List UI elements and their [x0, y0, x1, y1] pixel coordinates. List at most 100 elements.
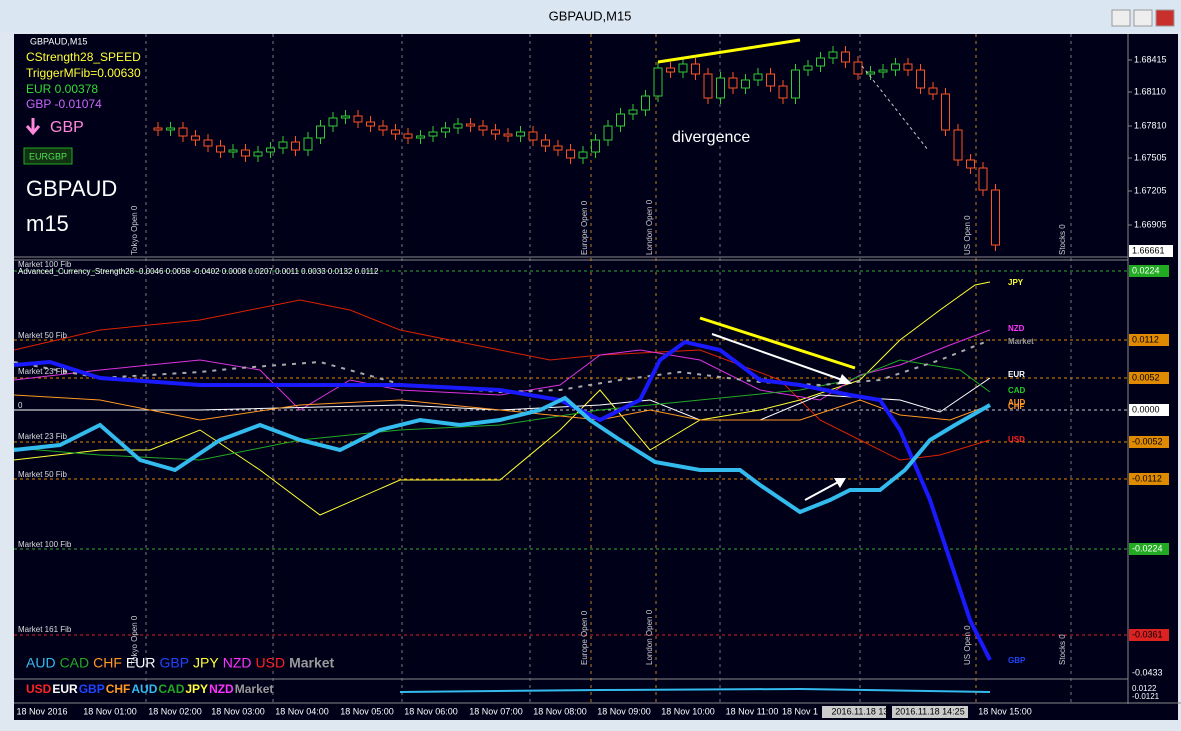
- candle-body: [166, 127, 175, 131]
- time-axis-bg: [14, 704, 1178, 720]
- candle-body: [153, 127, 163, 131]
- time-label: 18 Nov 11:00: [726, 706, 779, 716]
- candle-body: [316, 125, 325, 139]
- gbp-value: GBP -0.01074: [26, 97, 102, 111]
- candle-body: [228, 149, 238, 153]
- candle-body: [903, 63, 913, 71]
- fib-label: Market 161 Fib: [18, 625, 72, 634]
- axis-label: -0.0121: [1132, 692, 1160, 701]
- minimize-button[interactable]: [1111, 9, 1131, 27]
- usd-line: [13, 299, 991, 461]
- session-label: Stocks 0: [1058, 634, 1067, 665]
- time-label: 18 Nov 01:00: [83, 706, 137, 716]
- candle-body: [366, 121, 375, 127]
- candle-body: [353, 115, 363, 123]
- candle-body: [966, 159, 975, 169]
- candle-body: [216, 145, 225, 153]
- candle-body: [941, 93, 950, 131]
- candle-body: [691, 63, 700, 75]
- candle-body: [328, 117, 338, 127]
- close-button[interactable]: [1155, 9, 1175, 27]
- candle-body: [728, 77, 738, 89]
- time-label: 18 Nov 1: [782, 706, 818, 716]
- axis-label-box: [1129, 473, 1169, 485]
- fib-label: Market 50 Fib: [18, 470, 67, 479]
- candle-body: [741, 79, 750, 89]
- axis-label-box: [1129, 543, 1169, 555]
- legend-item: AUD: [131, 682, 157, 696]
- candle-body: [616, 113, 625, 127]
- legend-item: CAD: [60, 655, 90, 671]
- currency-label: Market: [1008, 337, 1034, 346]
- price-label: 1.67810: [1134, 120, 1167, 130]
- candle-body: [928, 87, 938, 95]
- price-label: 1.67205: [1134, 185, 1167, 195]
- legend-item: CHF: [93, 655, 122, 671]
- candle-body: [891, 63, 900, 71]
- indicator-name: CStrength28_SPEED: [26, 50, 141, 64]
- currency-label: EUR: [1008, 370, 1025, 379]
- time-label: 18 Nov 15:00: [978, 706, 1032, 716]
- legend-item: USD: [256, 655, 286, 671]
- candle-body: [778, 85, 788, 99]
- mini-line: [399, 687, 991, 693]
- currency-label: NZD: [1008, 324, 1025, 333]
- legend-item: CHF: [106, 682, 131, 696]
- axis-label: 0.0224: [1132, 265, 1160, 275]
- symbol-button[interactable]: [23, 147, 73, 165]
- session-label: US Open 0: [963, 625, 972, 665]
- legend-item: NZD: [209, 682, 234, 696]
- currency-label: JPY: [1008, 278, 1024, 287]
- candle-body: [191, 135, 200, 141]
- time-highlight: [822, 706, 886, 718]
- symbol-label: GBPAUD,M15: [30, 36, 87, 46]
- pair-label: GBPAUD: [26, 176, 117, 201]
- annotation: divergence: [672, 129, 750, 146]
- candle-body: [416, 135, 425, 139]
- candle-body: [978, 167, 988, 191]
- candle-body: [828, 51, 838, 59]
- session-label: Europe Open 0: [580, 200, 589, 255]
- symbol-button-label: EURGBP: [29, 151, 67, 161]
- fib-label: Market 23 Fib: [18, 432, 67, 441]
- candle-body: [553, 145, 563, 151]
- maximize-button[interactable]: [1133, 9, 1153, 27]
- axis-label-box: [1129, 436, 1169, 448]
- candle-body: [453, 123, 463, 129]
- candle-body: [566, 149, 575, 159]
- title-bar: [0, 0, 1181, 32]
- candle-body: [478, 125, 488, 131]
- axis-label: 0.0052: [1132, 372, 1160, 382]
- trigger-label: TriggerMFib=0.00630: [26, 66, 141, 80]
- candle-body: [878, 69, 888, 73]
- candle-body: [703, 73, 713, 99]
- candle-body: [491, 129, 500, 135]
- candle-body: [428, 131, 438, 137]
- time-label: 18 Nov 05:00: [340, 706, 394, 716]
- candle-body: [541, 139, 550, 147]
- candle-body: [241, 149, 250, 157]
- candle-body: [303, 137, 313, 151]
- session-label: Europe Open 0: [580, 610, 589, 665]
- candle-body: [953, 129, 963, 161]
- axis-label-box: [1129, 372, 1169, 384]
- currency-label: CHF: [1008, 402, 1025, 411]
- legend-item: AUD: [26, 655, 56, 671]
- time-label: 18 Nov 2016: [16, 706, 67, 716]
- axis-label-box: [1129, 265, 1169, 277]
- legend-item: JPY: [193, 655, 219, 671]
- current-price: 1.66661: [1132, 245, 1165, 255]
- currency-label: AUD: [1008, 398, 1026, 407]
- cad-line: [13, 359, 991, 461]
- candle-body: [253, 151, 263, 157]
- time-label: 18 Nov 07:00: [469, 706, 523, 716]
- timeframe-label: m15: [26, 211, 69, 236]
- time-label: 18 Nov 10:00: [661, 706, 715, 716]
- candle-body: [591, 139, 600, 153]
- candle-body: [503, 133, 513, 137]
- axis-label-box: [1129, 629, 1169, 641]
- legend-item: GBP: [79, 682, 105, 696]
- candle-body: [603, 125, 613, 141]
- candle-body: [791, 69, 800, 99]
